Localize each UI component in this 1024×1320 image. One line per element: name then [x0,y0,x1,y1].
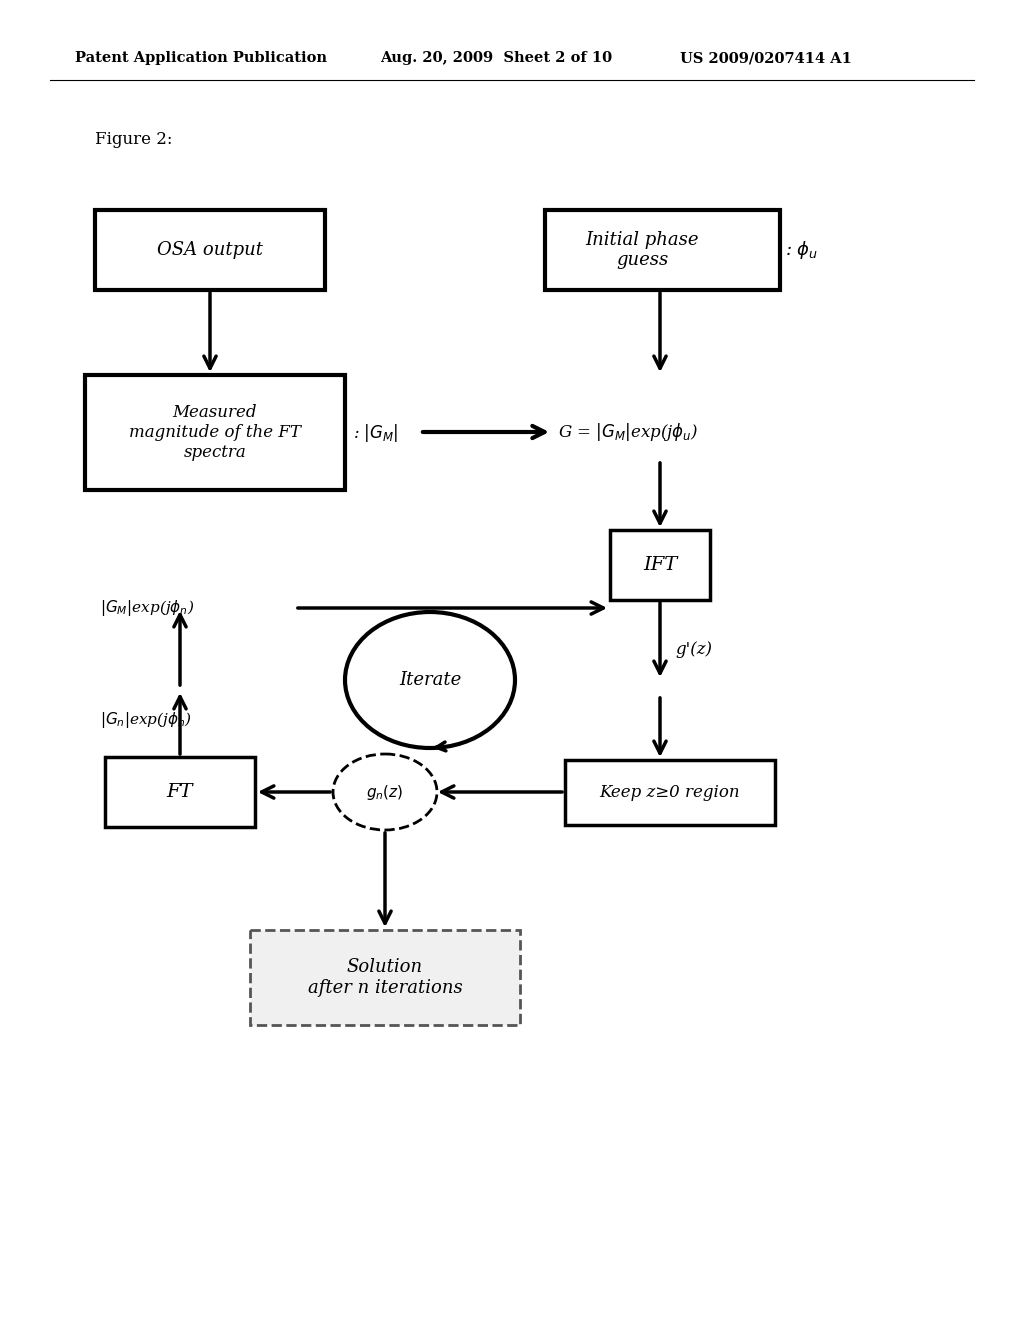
Bar [565,760,775,825]
Bar [85,375,345,490]
Bar [610,531,710,601]
Text: FT: FT [167,783,194,801]
Text: Patent Application Publication: Patent Application Publication [75,51,327,65]
Text: Initial phase
guess: Initial phase guess [586,231,699,269]
Text: $|G_M|$exp(j$\phi_n$): $|G_M|$exp(j$\phi_n$) [100,598,195,618]
Text: IFT: IFT [643,556,677,574]
Text: Aug. 20, 2009  Sheet 2 of 10: Aug. 20, 2009 Sheet 2 of 10 [380,51,612,65]
Text: G = $|G_M|$exp(j$\phi_u$): G = $|G_M|$exp(j$\phi_u$) [558,421,698,444]
Bar [95,210,325,290]
Text: Iterate: Iterate [399,671,461,689]
Text: g'(z): g'(z) [675,642,712,659]
Text: OSA output: OSA output [157,242,263,259]
Text: Measured
magnitude of the FT
spectra: Measured magnitude of the FT spectra [129,404,301,461]
Bar [545,210,780,290]
Text: $|G_n|$exp(j$\phi_n$): $|G_n|$exp(j$\phi_n$) [100,710,191,730]
Text: US 2009/0207414 A1: US 2009/0207414 A1 [680,51,852,65]
Text: $g_n(z)$: $g_n(z)$ [367,783,403,801]
Text: : $\phi_u$: : $\phi_u$ [785,239,818,261]
Ellipse shape [333,754,437,830]
Ellipse shape [345,612,515,748]
Text: : $|G_M|$: : $|G_M|$ [353,421,398,444]
Text: Keep z≥0 region: Keep z≥0 region [600,784,740,801]
Bar [250,931,520,1026]
Text: Figure 2:: Figure 2: [95,132,172,149]
Bar [105,756,255,828]
Text: Solution
after n iterations: Solution after n iterations [307,958,463,997]
